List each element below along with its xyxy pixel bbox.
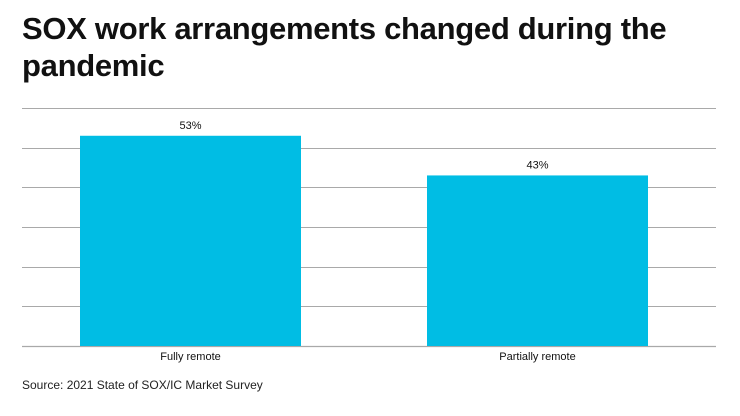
x-tick-label: Partially remote bbox=[499, 351, 575, 363]
data-label: 53% bbox=[179, 120, 201, 132]
source-note: Source: 2021 State of SOX/IC Market Surv… bbox=[22, 378, 263, 392]
data-labels: 53% 43% bbox=[179, 120, 548, 172]
bar-fully-remote bbox=[80, 135, 301, 346]
data-label: 43% bbox=[526, 159, 548, 171]
x-tick-label: Fully remote bbox=[160, 351, 221, 363]
chart-title: SOX work arrangements changed during the… bbox=[22, 11, 667, 83]
bars bbox=[80, 135, 648, 346]
bar-partially-remote bbox=[427, 175, 648, 346]
x-tick-labels: Fully remote Partially remote bbox=[160, 351, 575, 363]
